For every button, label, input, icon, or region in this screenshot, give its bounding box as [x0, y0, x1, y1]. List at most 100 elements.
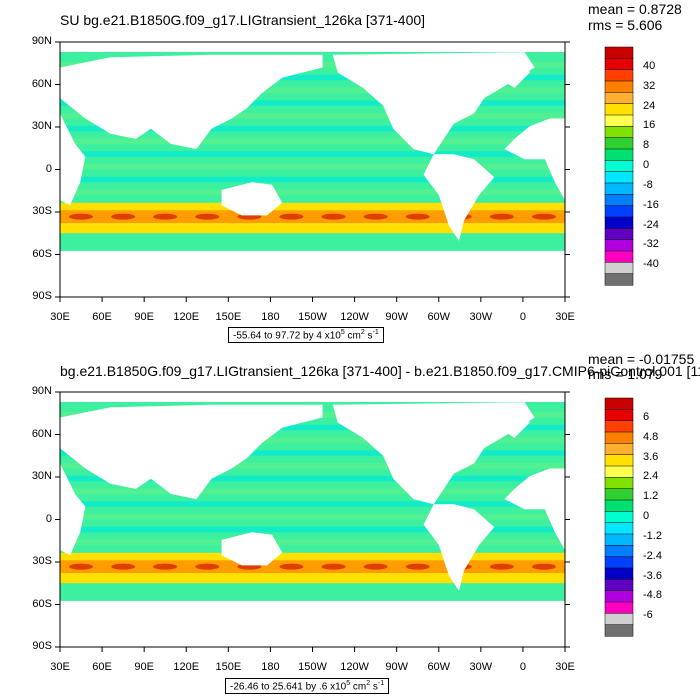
panel2-legend-label: -2.4: [643, 549, 662, 562]
panel2-zonal-band: [60, 539, 565, 546]
panel1-legend-label: -16: [643, 198, 659, 211]
panel1-legend-swatch: [604, 239, 634, 252]
panel2-land-africa_r: [504, 468, 565, 551]
panel1-legend-swatch: [604, 80, 634, 93]
panel1-land-antarctica: [60, 258, 565, 297]
panel1-legend-swatch: [604, 46, 634, 59]
panel2-lon-label: 60W: [427, 661, 451, 673]
panel1-lon-label: 0: [519, 311, 526, 323]
panel2-lat-label: 0: [45, 512, 52, 525]
panel2-land-eurasia: [60, 404, 323, 500]
panel1-current-streak: [405, 213, 430, 220]
panel2-lon-label: 120W: [340, 661, 369, 673]
panel2-lon-label: 30E: [50, 661, 70, 673]
panel1-southern-ocean-core: [60, 210, 565, 224]
panel2-rms: rms = 1.079: [588, 366, 663, 382]
panel2-current-streak: [321, 563, 346, 570]
panel1-rms: rms = 5.606: [588, 17, 663, 33]
panel1-legend-swatch: [604, 228, 634, 241]
panel1-lat-label: 90S: [32, 290, 52, 302]
panel2-lon-label: 90E: [134, 661, 154, 673]
panel1-current-streak: [111, 213, 136, 220]
panel2-zonal-band: [60, 526, 565, 533]
panel1-legend-swatch: [604, 126, 634, 139]
panel1-lat-label: 60S: [32, 247, 52, 260]
panel2-current-streak: [531, 563, 556, 570]
panel1-legend-swatch: [604, 171, 634, 184]
panel2-zonal-band: [60, 424, 565, 431]
panel1-zonal-band: [60, 100, 565, 106]
panel1-lon-label: 90W: [385, 311, 408, 323]
panel2-legend-label: 0: [643, 510, 650, 522]
panel2-legend-label: -4.8: [643, 589, 662, 602]
panel2-legend-swatch: [604, 590, 634, 603]
panel2-lat-label: 90N: [31, 385, 52, 397]
panel1-land-africa_r: [504, 118, 565, 201]
panel2-zonal-band: [60, 514, 565, 520]
panel2-legend-swatch: [604, 454, 634, 467]
panel2-current-streak: [279, 563, 304, 570]
panel1-zonal-band: [60, 151, 565, 157]
panel2-lon-label: 60E: [92, 661, 112, 673]
panel2-zonal-band: [60, 450, 565, 456]
panel2-legend-swatch: [604, 465, 634, 478]
panel2-zonal-band: [60, 437, 565, 444]
panel2-range-box: -26.46 to 25.641 by .6 x105 cm2 s-1: [225, 678, 390, 695]
panel2-legend-swatch: [604, 567, 634, 580]
panel1-current-streak: [279, 213, 304, 220]
panel1-lat-label: 60N: [31, 77, 52, 90]
panel2-current-streak: [363, 563, 388, 570]
panel1-legend-swatch: [604, 250, 634, 263]
panel1-lon-label: 180: [261, 311, 280, 323]
panel1-lon-label: 60E: [92, 311, 112, 323]
panel1-legend-swatch: [604, 92, 634, 105]
panel1-current-streak: [153, 213, 178, 220]
panel1-legend-label: 24: [643, 99, 656, 112]
panel2-lat-label: 60S: [32, 597, 52, 610]
panel1-zonal-band: [60, 176, 565, 183]
panel2-land-africa: [60, 463, 86, 556]
panel1-legend-swatch: [604, 148, 634, 161]
panel2-legend-swatch: [604, 511, 634, 524]
panel1-legend-swatch: [604, 69, 634, 82]
panel1-legend-swatch: [604, 103, 634, 116]
panel2-land-samerica: [423, 504, 495, 591]
panel1-zonal-band: [60, 113, 565, 119]
panel2-legend-label: 1.2: [643, 490, 659, 503]
panel1-legend-label: 16: [643, 119, 656, 132]
panel2-lon-label: 30W: [469, 661, 493, 673]
panel2-lat-label: 60N: [31, 427, 52, 440]
panel1-legend-label: 0: [643, 159, 650, 171]
panel2-zonal-band: [60, 488, 565, 495]
panel1-land-australia: [221, 182, 283, 216]
panel1-lon-label: 150E: [215, 311, 242, 323]
panel1-legend-swatch: [604, 205, 634, 218]
panel1-legend-swatch: [604, 58, 634, 71]
panel1-lon-label: 30E: [50, 311, 70, 323]
panel1-title: SU bg.e21.B1850G.f09_g17.LIGtransient_12…: [60, 12, 426, 28]
panel1-current-streak: [531, 213, 556, 220]
panel2-current-streak: [489, 563, 514, 570]
panel2-legend-swatch: [604, 443, 634, 456]
panel2-land-greenland: [484, 404, 530, 438]
panel2-current-streak: [111, 563, 136, 570]
panel1-land-samerica: [423, 154, 495, 241]
panel1-legend-label: -32: [643, 238, 659, 251]
panel1-lon-label: 120E: [173, 311, 200, 323]
panel2-lat-label: 90S: [32, 640, 52, 652]
panel2-legend-swatch: [604, 545, 634, 558]
panel1-legend-swatch: [604, 182, 634, 195]
panel1-current-streak: [363, 213, 388, 220]
panel2-lon-label: 120E: [173, 661, 200, 673]
panel1-zonal-band: [60, 164, 565, 170]
panel1-current-streak: [321, 213, 346, 220]
panel1-legend-swatch: [604, 262, 634, 275]
panel2-legend-swatch: [604, 499, 634, 512]
panel1-lon-label: 30E: [555, 311, 575, 323]
panel1-current-streak: [69, 213, 94, 220]
panel2-legend-swatch: [604, 488, 634, 501]
panel2-southern-ocean-core: [60, 560, 565, 574]
panel1-legend-label: 40: [643, 59, 656, 72]
panel1-lon-label: 30W: [469, 311, 493, 323]
panel2-legend-swatch: [604, 613, 634, 626]
